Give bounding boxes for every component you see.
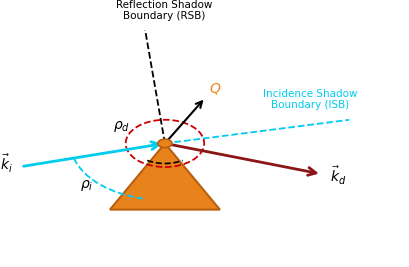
Text: $\rho_d$: $\rho_d$ xyxy=(113,119,130,134)
Text: $\alpha$: $\alpha$ xyxy=(167,169,179,184)
Text: Q: Q xyxy=(209,81,220,95)
Text: $\vec{k}_d$: $\vec{k}_d$ xyxy=(330,166,346,187)
Polygon shape xyxy=(110,143,220,210)
Text: $\rho_i$: $\rho_i$ xyxy=(80,178,93,194)
Text: Reflection Shadow
Boundary (RSB): Reflection Shadow Boundary (RSB) xyxy=(116,0,212,21)
Circle shape xyxy=(158,139,172,148)
Text: $\vec{k}_i$: $\vec{k}_i$ xyxy=(0,153,13,175)
Text: Incidence Shadow
Boundary (ISB): Incidence Shadow Boundary (ISB) xyxy=(263,89,357,110)
